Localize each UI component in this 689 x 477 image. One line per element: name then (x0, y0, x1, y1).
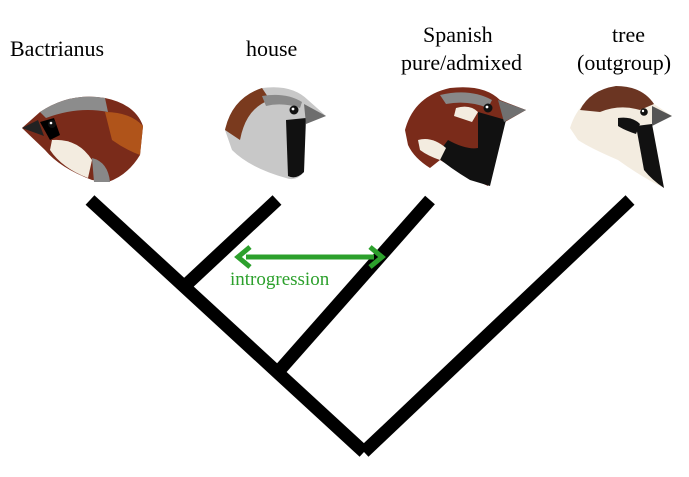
label-spanish-line2: pure/admixed (401, 50, 522, 75)
branch-tree-outgroup (359, 195, 635, 457)
branch-bactrianus (85, 195, 369, 457)
label-house: house (246, 36, 298, 61)
bird-head-bactrianus (22, 96, 143, 182)
bird-head-house (225, 87, 326, 180)
introgression-arrow (234, 245, 386, 269)
bird-head-spanish (405, 87, 526, 186)
label-tree-line2: (outgroup) (577, 50, 672, 75)
bird-head-tree (570, 86, 672, 188)
label-spanish-line1: Spanish (423, 22, 493, 47)
phylogeny-tree (85, 195, 635, 457)
label-bactrianus: Bactrianus (10, 36, 105, 61)
branch-spanish (273, 195, 435, 377)
branch-house (182, 195, 282, 289)
introgression-label: introgression (230, 269, 330, 290)
label-tree-line1: tree (612, 22, 645, 47)
